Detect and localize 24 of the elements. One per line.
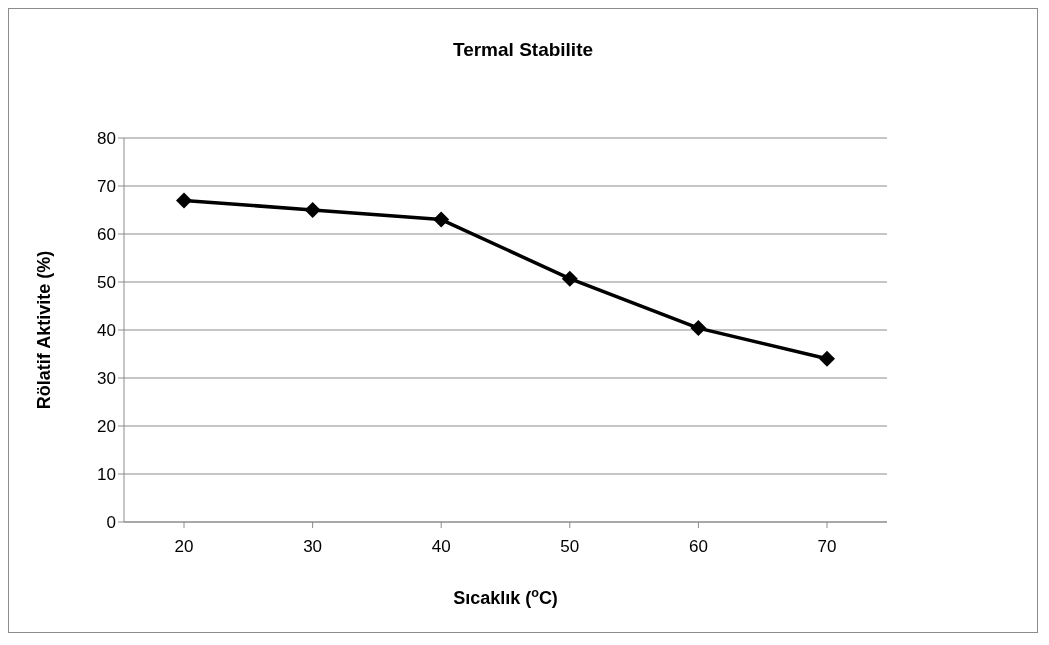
point	[561, 270, 578, 287]
point	[690, 320, 707, 337]
y-tick-label: 70	[97, 177, 116, 197]
y-tick-label: 0	[106, 513, 116, 533]
y-axis-title: Rölatif Aktivite (%)	[34, 250, 55, 410]
x-tick-label: 40	[431, 537, 451, 557]
y-tick-label: 50	[97, 273, 116, 293]
x-axis-title: Sıcaklık ($^{o}$C)	[453, 586, 558, 608]
y-tick-label: 80	[97, 129, 116, 149]
x-tick-label: 20	[174, 537, 194, 557]
x-tick-label: 50	[560, 537, 580, 557]
point	[176, 192, 192, 209]
x-tick-label: 70	[817, 537, 837, 557]
x-tick-label: 60	[688, 537, 708, 557]
y-tick-label: 20	[97, 417, 116, 437]
y-tick-label: 30	[97, 369, 116, 389]
y-tick-label: 60	[97, 225, 116, 245]
point	[819, 350, 835, 367]
x-tick-label: 30	[303, 537, 323, 557]
point	[433, 211, 450, 228]
y-tick-label: 40	[97, 321, 116, 341]
y-tick-label: 10	[97, 465, 116, 485]
chart-title: Termal Stabilite	[451, 39, 595, 61]
point	[304, 202, 321, 218]
